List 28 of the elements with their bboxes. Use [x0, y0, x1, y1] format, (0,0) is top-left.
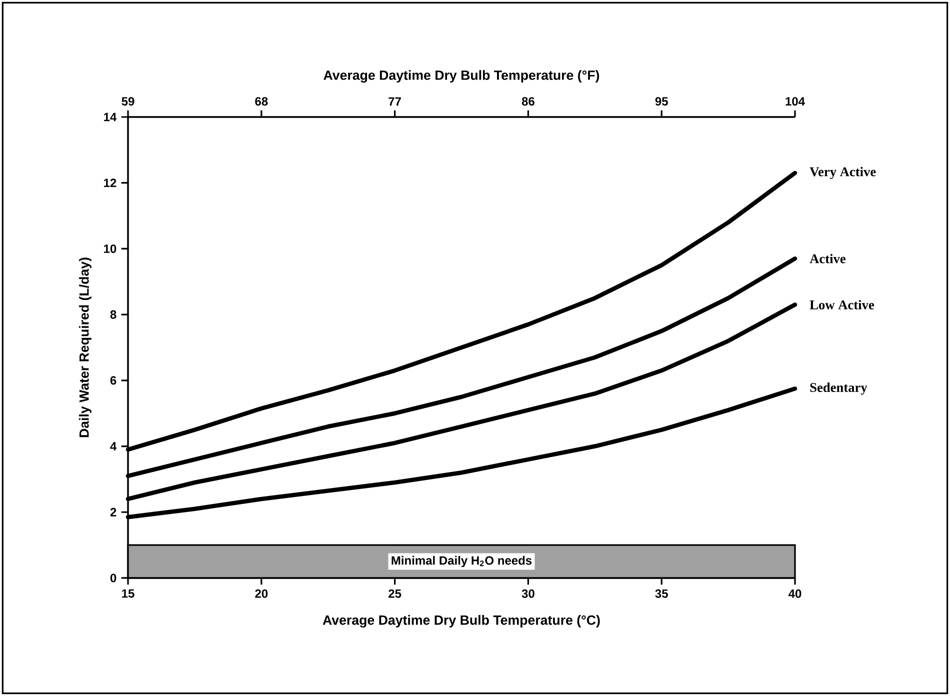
y-tick-label: 12: [104, 178, 116, 188]
series-label: Active: [810, 254, 846, 264]
x-tick-label: 30: [522, 589, 534, 598]
x2-tick-label: 86: [522, 97, 534, 106]
y-tick-label: 8: [110, 310, 116, 319]
x2-tick-label: 59: [122, 97, 134, 106]
x-tick-label: 15: [122, 589, 134, 598]
x2-axis-title: Average Daytime Dry Bulb Temperature (°F): [324, 70, 600, 83]
x-axis-title: Average Daytime Dry Bulb Temperature (°C): [322, 615, 600, 628]
series-label: Sedentary: [810, 382, 868, 395]
series-label: Low Active: [810, 300, 874, 310]
x2-tick-label: 77: [388, 97, 401, 106]
x2-tick-label: 95: [655, 97, 668, 106]
x-tick-label: 25: [388, 589, 402, 598]
x-tick-label: 35: [655, 589, 668, 598]
x2-tick-label: 68: [255, 97, 268, 106]
x-tick-label: 40: [788, 589, 802, 598]
x-tick-label: 20: [255, 589, 268, 598]
band-label: Minimal Daily H$_{2}$O needs: [392, 556, 532, 568]
y-tick-label: 0: [110, 574, 116, 582]
y-tick-label: 4: [110, 442, 117, 450]
y-tick-label: 14: [104, 112, 117, 122]
y-tick-label: 2: [110, 508, 116, 516]
series-label: Very Active: [810, 166, 876, 180]
x2-tick-label: 104: [786, 97, 805, 106]
y-tick-label: 6: [110, 376, 116, 385]
y-tick-label: 10: [104, 244, 116, 253]
y-axis-title: Daily Water Required (L/day): [79, 258, 92, 438]
